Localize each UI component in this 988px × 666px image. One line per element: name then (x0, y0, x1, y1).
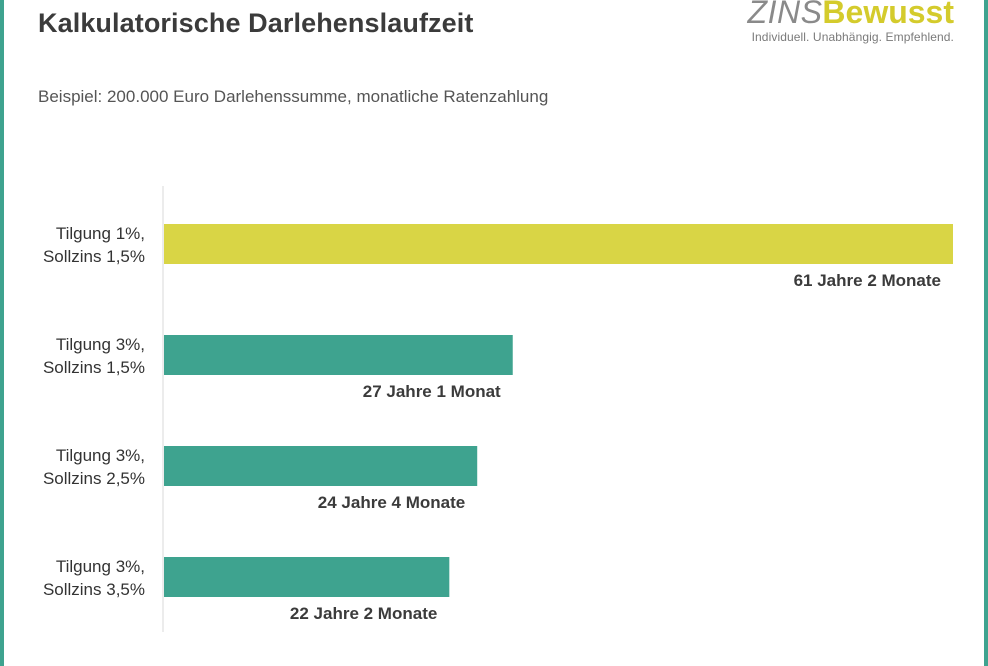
logo-part-zins: ZINS (747, 0, 823, 30)
category-label-2: Tilgung 3%, Sollzins 1,5% (43, 335, 145, 377)
chart-title: Kalkulatorische Darlehenslaufzeit (38, 8, 474, 38)
category-label-1: Tilgung 1%, Sollzins 1,5% (43, 224, 145, 266)
bar-3 (164, 446, 478, 486)
logo-tagline: Individuell. Unabhängig. Empfehlend. (751, 30, 954, 44)
logo-wordmark: ZINSBewusst (748, 0, 954, 30)
category-label-3: Tilgung 3%, Sollzins 2,5% (43, 446, 145, 488)
bar-1 (164, 224, 953, 264)
category-label-4: Tilgung 3%, Sollzins 3,5% (43, 557, 145, 599)
brand-logo: ZINSBewusst Individuell. Unabhängig. Emp… (748, 0, 954, 44)
bar-4 (164, 557, 450, 597)
value-label-2: 27 Jahre 1 Monat (363, 382, 501, 401)
value-label-4: 22 Jahre 2 Monate (290, 604, 437, 623)
value-label-1: 61 Jahre 2 Monate (794, 271, 941, 290)
value-label-3: 24 Jahre 4 Monate (318, 493, 465, 512)
bar-2 (164, 335, 513, 375)
logo-part-bewusst: Bewusst (822, 0, 954, 30)
chart-subtitle: Beispiel: 200.000 Euro Darlehenssumme, m… (38, 87, 549, 106)
